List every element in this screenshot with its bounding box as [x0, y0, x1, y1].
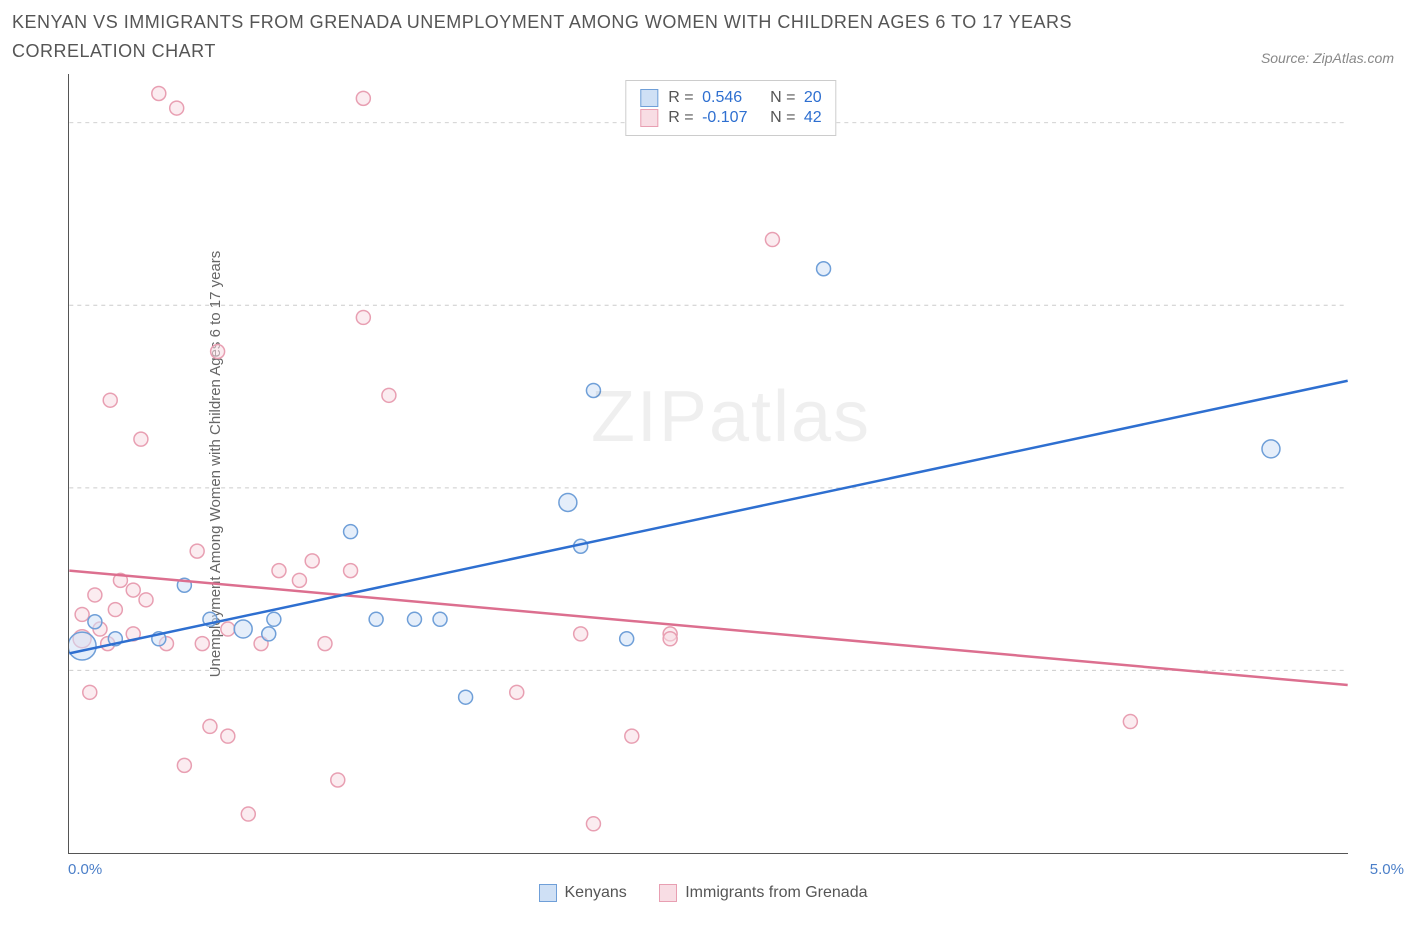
x-axis-max-label: 5.0% — [1370, 861, 1404, 878]
x-axis-min-label: 0.0% — [68, 861, 102, 878]
swatch-b-icon — [640, 109, 658, 127]
legend-swatch-b-icon — [659, 884, 677, 902]
swatch-a-icon — [640, 89, 658, 107]
legend-swatch-a-icon — [539, 884, 557, 902]
source-credit: Source: ZipAtlas.com — [1261, 50, 1394, 66]
stats-row-a: R = 0.546 N = 20 — [640, 89, 821, 107]
stats-row-b: R = -0.107 N = 42 — [640, 109, 821, 127]
chart-title: KENYAN VS IMMIGRANTS FROM GRENADA UNEMPL… — [12, 8, 1132, 66]
bottom-legend: Kenyans Immigrants from Grenada — [12, 884, 1394, 907]
legend-label-a: Kenyans — [565, 884, 627, 902]
stats-legend-box: R = 0.546 N = 20 R = -0.107 N = 42 — [625, 80, 836, 136]
legend-item-b: Immigrants from Grenada — [659, 884, 867, 902]
scatter-plot — [68, 74, 1348, 854]
legend-item-a: Kenyans — [539, 884, 627, 902]
plot-container: ZIPatlas R = 0.546 N = 20 R = -0.107 N =… — [68, 74, 1394, 854]
legend-label-b: Immigrants from Grenada — [685, 884, 867, 902]
